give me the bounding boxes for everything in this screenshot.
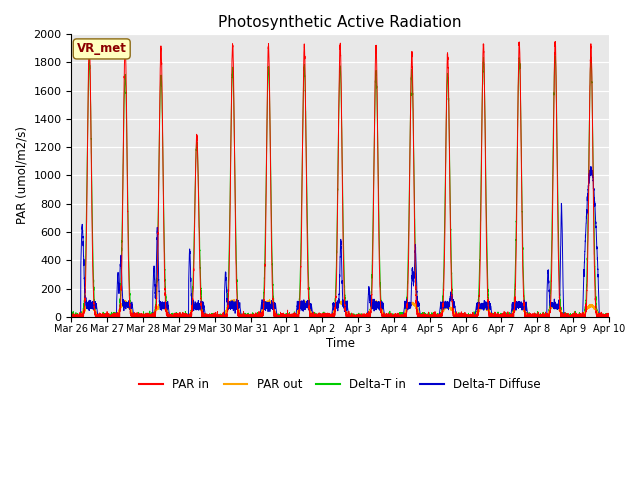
- Delta-T Diffuse: [322, 314, 330, 320]
- Delta-T Diffuse: [68, 314, 76, 320]
- Text: VR_met: VR_met: [77, 42, 127, 55]
- PAR in: [322, 311, 330, 316]
- Title: Photosynthetic Active Radiation: Photosynthetic Active Radiation: [218, 15, 462, 30]
- Legend: PAR in, PAR out, Delta-T in, Delta-T Diffuse: PAR in, PAR out, Delta-T in, Delta-T Dif…: [134, 373, 546, 396]
- PAR out: [461, 314, 468, 320]
- PAR in: [250, 314, 258, 320]
- PAR out: [605, 314, 612, 320]
- PAR in: [68, 314, 76, 320]
- Line: PAR in: PAR in: [72, 41, 609, 317]
- Delta-T Diffuse: [582, 219, 590, 225]
- Delta-T in: [322, 313, 330, 319]
- Delta-T in: [250, 314, 258, 320]
- Delta-T in: [582, 288, 590, 293]
- Delta-T Diffuse: [250, 314, 258, 320]
- PAR out: [68, 314, 76, 320]
- Y-axis label: PAR (umol/m2/s): PAR (umol/m2/s): [15, 126, 28, 224]
- PAR out: [476, 306, 483, 312]
- PAR in: [85, 38, 93, 44]
- Delta-T in: [68, 314, 76, 320]
- PAR out: [576, 314, 584, 320]
- PAR in: [605, 314, 612, 320]
- PAR out: [266, 297, 273, 302]
- Delta-T Diffuse: [587, 164, 595, 169]
- Delta-T in: [551, 53, 559, 59]
- X-axis label: Time: Time: [326, 337, 355, 350]
- PAR out: [250, 314, 258, 320]
- Delta-T Diffuse: [605, 314, 612, 320]
- Line: PAR out: PAR out: [72, 300, 609, 317]
- Delta-T Diffuse: [460, 314, 468, 320]
- PAR in: [582, 300, 590, 306]
- Delta-T Diffuse: [576, 314, 584, 320]
- Delta-T in: [576, 314, 584, 320]
- PAR in: [461, 312, 468, 318]
- Delta-T in: [476, 271, 483, 277]
- PAR in: [576, 314, 584, 320]
- Line: Delta-T in: Delta-T in: [72, 56, 609, 317]
- Line: Delta-T Diffuse: Delta-T Diffuse: [72, 167, 609, 317]
- Delta-T in: [460, 310, 468, 316]
- Delta-T Diffuse: [476, 301, 483, 307]
- PAR out: [322, 314, 330, 320]
- PAR in: [68, 313, 76, 319]
- PAR in: [476, 283, 483, 289]
- PAR out: [582, 307, 590, 312]
- Delta-T in: [605, 314, 612, 320]
